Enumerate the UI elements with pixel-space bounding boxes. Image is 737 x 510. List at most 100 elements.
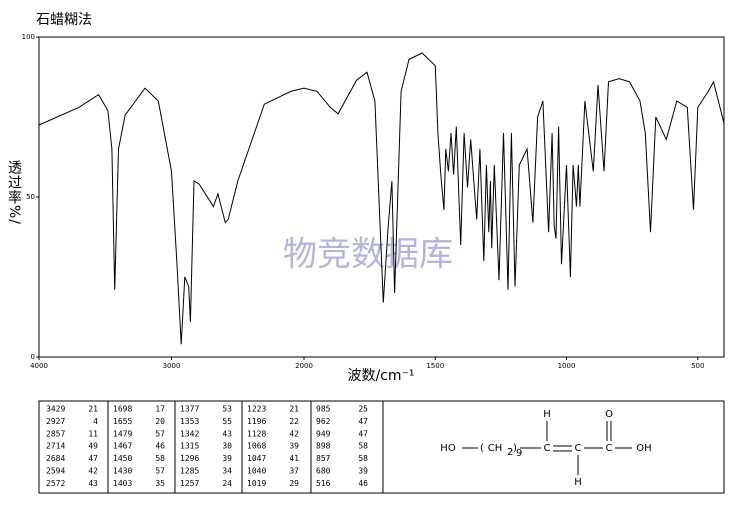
peak-transmittance: 21 xyxy=(88,405,98,414)
atom: C xyxy=(575,443,582,454)
x-tick-label: 2000 xyxy=(295,362,313,370)
peak-transmittance: 34 xyxy=(222,467,232,476)
peak-transmittance: 22 xyxy=(289,417,299,426)
peak-wavenumber: 1128 xyxy=(247,429,266,438)
peak-wavenumber: 898 xyxy=(316,442,331,451)
peak-wavenumber: 1196 xyxy=(247,417,266,426)
atom: ( xyxy=(480,443,484,454)
x-tick-label: 500 xyxy=(691,362,704,370)
peak-wavenumber: 680 xyxy=(316,467,331,476)
atom: C xyxy=(544,443,551,454)
peak-transmittance: 46 xyxy=(358,479,368,488)
peak-transmittance: 20 xyxy=(155,417,165,426)
peak-transmittance: 47 xyxy=(88,454,98,463)
chart-title: 石蜡糊法 xyxy=(36,12,92,28)
y-tick-label: 50 xyxy=(26,193,35,201)
atom: H xyxy=(543,409,551,420)
peak-transmittance: 55 xyxy=(222,417,232,426)
peak-transmittance: 39 xyxy=(289,442,299,451)
peak-wavenumber: 2714 xyxy=(46,442,65,451)
atom: ) xyxy=(513,443,517,454)
peak-transmittance: 42 xyxy=(88,467,98,476)
y-tick-label: 0 xyxy=(31,353,35,361)
peak-wavenumber: 1403 xyxy=(113,479,132,488)
peak-transmittance: 47 xyxy=(358,417,368,426)
peak-wavenumber: 1698 xyxy=(113,405,132,414)
peak-wavenumber: 2684 xyxy=(46,454,65,463)
peak-wavenumber: 985 xyxy=(316,405,331,414)
atom: 2 xyxy=(507,447,513,458)
peak-wavenumber: 1315 xyxy=(180,442,199,451)
spectrum-line xyxy=(38,52,725,345)
peak-transmittance: 47 xyxy=(358,429,368,438)
peak-transmittance: 43 xyxy=(222,429,232,438)
atom: OH xyxy=(636,443,651,454)
peak-transmittance: 58 xyxy=(358,442,368,451)
peak-wavenumber: 1223 xyxy=(247,405,266,414)
peak-wavenumber: 1040 xyxy=(247,467,266,476)
watermark: 物竞数据库 xyxy=(283,235,453,275)
y-axis-label: 透过率%/ xyxy=(6,160,22,226)
atom: 9 xyxy=(516,448,522,459)
atom: CH xyxy=(488,443,503,454)
peak-wavenumber: 2927 xyxy=(46,417,65,426)
x-tick-label: 1000 xyxy=(558,362,576,370)
peak-wavenumber: 1353 xyxy=(180,417,199,426)
peak-wavenumber: 1257 xyxy=(180,479,199,488)
peak-transmittance: 57 xyxy=(155,467,165,476)
peak-wavenumber: 1430 xyxy=(113,467,132,476)
atom: H xyxy=(574,477,582,488)
peak-wavenumber: 1047 xyxy=(247,454,266,463)
peak-wavenumber: 1450 xyxy=(113,454,132,463)
atom: HO xyxy=(440,443,456,454)
peak-transmittance: 29 xyxy=(289,479,299,488)
peak-transmittance: 37 xyxy=(289,467,299,476)
peak-transmittance: 39 xyxy=(222,454,232,463)
peak-transmittance: 43 xyxy=(88,479,98,488)
peak-transmittance: 46 xyxy=(155,442,165,451)
peak-transmittance: 58 xyxy=(358,454,368,463)
x-tick-label: 4000 xyxy=(30,362,48,370)
peak-wavenumber: 1296 xyxy=(180,454,199,463)
peak-wavenumber: 2594 xyxy=(46,467,65,476)
y-tick-label: 100 xyxy=(22,33,35,41)
peak-wavenumber: 1479 xyxy=(113,429,132,438)
peak-wavenumber: 1068 xyxy=(247,442,266,451)
plot-frame xyxy=(38,36,725,358)
peak-wavenumber: 1655 xyxy=(113,417,132,426)
peak-transmittance: 57 xyxy=(155,429,165,438)
peak-wavenumber: 3429 xyxy=(46,405,65,414)
peak-wavenumber: 1285 xyxy=(180,467,199,476)
x-tick-label: 3000 xyxy=(163,362,181,370)
peak-wavenumber: 1342 xyxy=(180,429,199,438)
atom: O xyxy=(605,409,613,420)
structure xyxy=(462,421,632,475)
peak-transmittance: 49 xyxy=(88,442,98,451)
peak-transmittance: 21 xyxy=(289,405,299,414)
peak-transmittance: 41 xyxy=(289,454,299,463)
peak-transmittance: 58 xyxy=(155,454,165,463)
peak-transmittance: 53 xyxy=(222,405,232,414)
peak-wavenumber: 516 xyxy=(316,479,331,488)
peak-wavenumber: 962 xyxy=(316,417,331,426)
peak-wavenumber: 1377 xyxy=(180,405,199,414)
peak-wavenumber: 857 xyxy=(316,454,331,463)
peak-transmittance: 30 xyxy=(222,442,232,451)
peak-transmittance: 39 xyxy=(358,467,368,476)
atom: C xyxy=(606,443,613,454)
peak-wavenumber: 2857 xyxy=(46,429,65,438)
peak-wavenumber: 1019 xyxy=(247,479,266,488)
peak-wavenumber: 2572 xyxy=(46,479,65,488)
x-axis-label: 波数/cm⁻¹ xyxy=(347,368,414,384)
x-tick-label: 1500 xyxy=(426,362,444,370)
peak-transmittance: 11 xyxy=(88,429,98,438)
peak-transmittance: 42 xyxy=(289,429,299,438)
peak-wavenumber: 949 xyxy=(316,429,331,438)
peak-wavenumber: 1467 xyxy=(113,442,132,451)
peak-transmittance: 4 xyxy=(93,417,98,426)
peak-transmittance: 17 xyxy=(155,405,165,414)
table-frame xyxy=(38,400,725,494)
peak-transmittance: 24 xyxy=(222,479,232,488)
